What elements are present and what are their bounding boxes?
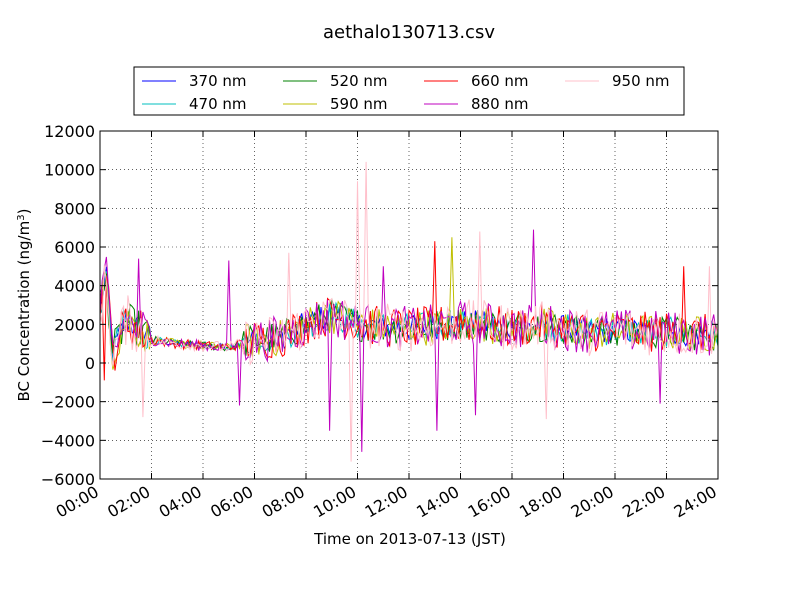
y-tick-label: −2000 <box>41 393 95 412</box>
y-axis-label-main: BC Concentration (ng/m <box>15 221 33 402</box>
y-tick-label: −6000 <box>41 470 95 489</box>
y-tick-label: −4000 <box>41 431 95 450</box>
y-tick-label: 2000 <box>54 315 95 334</box>
series-line-660-nm <box>99 241 719 381</box>
y-tick-label: 10000 <box>44 161 95 180</box>
y-axis-label-sup: 3 <box>16 214 27 220</box>
y-tick-label: 0 <box>85 354 95 373</box>
legend-label: 660 nm <box>471 72 529 90</box>
y-axis-label-close: ) <box>15 209 33 215</box>
legend-label: 470 nm <box>189 95 247 113</box>
y-tick-labels: −6000 −4000 −2000 0 2000 4000 6000 8000 10000 120… <box>41 122 95 489</box>
axis-ticks <box>99 130 719 480</box>
legend-frame <box>133 66 685 116</box>
legend-label: 950 nm <box>612 72 670 90</box>
series-line-880-nm <box>99 229 719 452</box>
series-line-950-nm <box>99 161 719 462</box>
legend-label: 370 nm <box>189 72 247 90</box>
y-tick-label: 6000 <box>54 238 95 257</box>
y-axis-label: BC Concentration (ng/m3) <box>15 209 33 402</box>
legend-label: 520 nm <box>330 72 388 90</box>
y-tick-label: 8000 <box>54 199 95 218</box>
y-tick-label: 4000 <box>54 277 95 296</box>
y-tick-label: 12000 <box>44 122 95 141</box>
legend: 370 nm 470 nm 520 nm 590 nm 660 nm 880 nm 950 … <box>133 66 685 116</box>
legend-label: 590 nm <box>330 95 388 113</box>
legend-label: 880 nm <box>471 95 529 113</box>
series-lines <box>99 161 719 462</box>
x-axis-label: Time on 2013-07-13 (JST) <box>313 530 506 548</box>
chart-title: aethalo130713.csv <box>323 22 495 43</box>
legend-entries: 370 nm 470 nm 520 nm 590 nm 660 nm 880 nm 950 … <box>142 72 670 113</box>
